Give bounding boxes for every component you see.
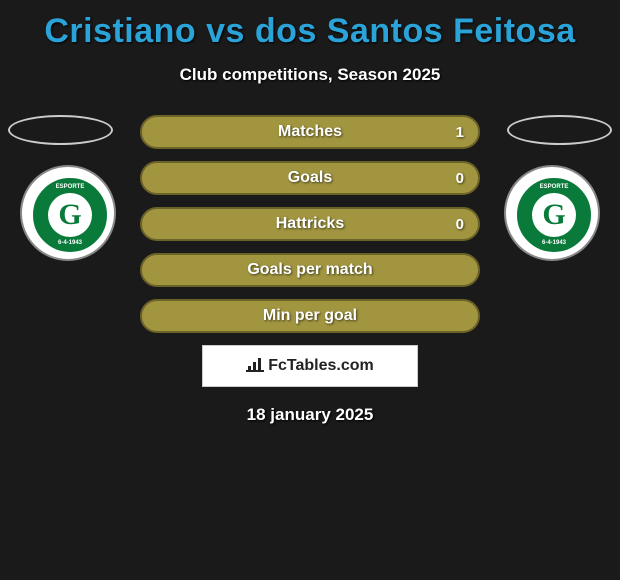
stat-label: Min per goal (263, 307, 357, 325)
badge-top-text: ESPORTE (36, 184, 104, 190)
stat-row: Hattricks 0 (140, 207, 480, 241)
page-title: Cristiano vs dos Santos Feitosa (0, 0, 620, 51)
comparison-container: ESPORTE G 6-4-1943 ESPORTE G 6-4-1943 Ma… (0, 115, 620, 425)
player-avatar-left (8, 115, 113, 145)
date-text: 18 january 2025 (0, 405, 620, 425)
stat-label: Hattricks (276, 215, 344, 233)
club-badge-left: ESPORTE G 6-4-1943 (20, 165, 116, 261)
stat-row: Min per goal (140, 299, 480, 333)
player-avatar-right (507, 115, 612, 145)
stats-list: Matches 1 Goals 0 Hattricks 0 Goals per … (140, 115, 480, 333)
stat-row: Goals per match (140, 253, 480, 287)
club-badge-right: ESPORTE G 6-4-1943 (504, 165, 600, 261)
stat-label: Goals (288, 169, 332, 187)
club-letter: G (48, 193, 92, 237)
stat-value-right: 1 (456, 124, 464, 141)
stat-value-right: 0 (456, 170, 464, 187)
stat-value-right: 0 (456, 216, 464, 233)
stat-row: Matches 1 (140, 115, 480, 149)
brand-box[interactable]: FcTables.com (202, 345, 418, 387)
chart-icon (246, 356, 264, 377)
stat-label: Goals per match (247, 261, 372, 279)
brand-text: FcTables.com (268, 357, 374, 375)
stat-label: Matches (278, 123, 342, 141)
badge-top-text: ESPORTE (520, 184, 588, 190)
stat-row: Goals 0 (140, 161, 480, 195)
subtitle: Club competitions, Season 2025 (0, 65, 620, 85)
badge-bottom-text: 6-4-1943 (520, 240, 588, 246)
club-letter: G (532, 193, 576, 237)
badge-bottom-text: 6-4-1943 (36, 240, 104, 246)
